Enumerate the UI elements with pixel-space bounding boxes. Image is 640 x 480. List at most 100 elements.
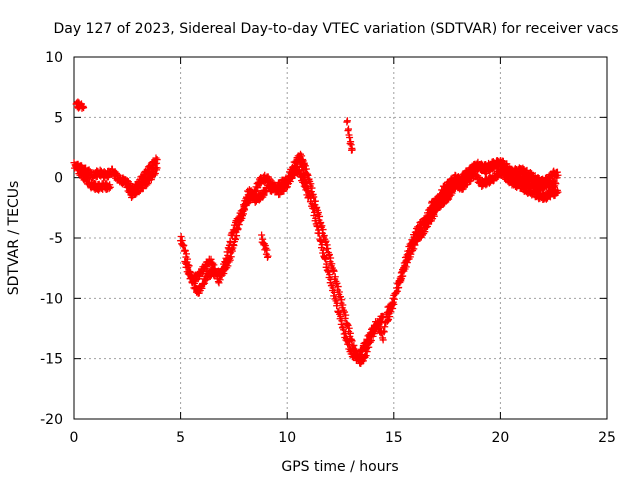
data-point <box>318 241 326 249</box>
data-point <box>313 222 321 230</box>
data-point <box>128 194 136 202</box>
data-point <box>341 329 349 337</box>
y-tick-label: 0 <box>54 171 63 187</box>
data-point <box>215 279 223 287</box>
data-point <box>247 187 255 195</box>
data-points <box>70 98 562 367</box>
data-point <box>316 212 324 220</box>
data-point <box>337 313 345 321</box>
data-point <box>393 287 401 295</box>
data-point <box>181 247 189 255</box>
data-point <box>330 267 338 275</box>
data-point <box>342 311 350 319</box>
data-point <box>409 247 417 255</box>
data-point <box>223 256 231 264</box>
data-point <box>387 308 395 316</box>
data-point <box>402 263 410 271</box>
data-point <box>256 180 264 188</box>
data-point <box>345 341 353 349</box>
data-point <box>309 205 317 213</box>
grid <box>74 57 607 419</box>
data-point <box>330 288 338 296</box>
data-point <box>338 296 346 304</box>
data-point <box>386 313 394 321</box>
data-segment <box>343 117 356 154</box>
data-point <box>474 172 482 180</box>
data-point <box>298 162 306 170</box>
data-point <box>348 146 356 154</box>
data-segment <box>422 157 560 231</box>
data-point <box>237 214 245 222</box>
data-point <box>231 235 239 243</box>
data-point <box>202 276 210 284</box>
data-point <box>139 185 147 193</box>
data-point <box>220 264 228 272</box>
data-point <box>150 171 158 179</box>
data-point <box>554 171 562 179</box>
data-point <box>493 174 501 182</box>
data-point <box>362 352 370 360</box>
x-tick-label: 20 <box>491 430 509 446</box>
data-point <box>345 324 353 332</box>
data-point <box>233 221 241 229</box>
y-tick-label: 5 <box>54 110 63 126</box>
data-point <box>338 317 346 325</box>
y-tick-label: -20 <box>40 412 63 428</box>
data-point <box>236 215 244 223</box>
data-point <box>224 262 232 270</box>
data-point <box>227 239 235 247</box>
data-point <box>227 253 235 261</box>
data-point <box>209 259 217 267</box>
data-point <box>210 261 218 269</box>
data-point <box>219 267 227 275</box>
data-segment <box>296 156 398 364</box>
data-point <box>79 169 87 177</box>
y-tick-label: -5 <box>49 231 63 247</box>
data-segment <box>72 98 88 112</box>
data-point <box>297 150 305 158</box>
data-point <box>184 264 192 272</box>
chart-title: Day 127 of 2023, Sidereal Day-to-day VTE… <box>53 21 618 37</box>
data-point <box>395 284 403 292</box>
data-point <box>135 188 143 196</box>
data-point <box>325 251 333 259</box>
data-point <box>368 330 376 338</box>
data-point <box>399 272 407 280</box>
data-point <box>477 160 485 168</box>
data-point <box>258 231 266 239</box>
data-point <box>437 193 445 201</box>
axis-ticks: 0 5 10 15 20 25 -20 -15 -10 -5 0 5 10 <box>40 50 616 446</box>
data-point <box>333 299 341 307</box>
data-point <box>125 182 133 190</box>
x-tick-label: 0 <box>70 430 79 446</box>
data-point <box>290 165 298 173</box>
plot-area: 0 5 10 15 20 25 -20 -15 -10 -5 0 5 10 <box>40 50 616 446</box>
data-point <box>263 246 271 254</box>
data-point <box>333 279 341 287</box>
data-point <box>329 284 337 292</box>
data-point <box>240 205 248 213</box>
data-point <box>231 226 239 234</box>
data-point <box>439 200 447 208</box>
x-tick-label: 5 <box>176 430 185 446</box>
y-axis-label: SDTVAR / TECUs <box>6 181 22 296</box>
data-point <box>443 185 451 193</box>
x-tick-label: 15 <box>385 430 403 446</box>
data-point <box>153 164 161 172</box>
data-point <box>177 232 185 240</box>
data-point <box>206 272 214 280</box>
x-axis-label: GPS time / hours <box>281 459 398 475</box>
data-point <box>421 228 429 236</box>
data-point <box>299 166 307 174</box>
data-point <box>248 188 256 196</box>
data-point <box>343 117 351 125</box>
data-point <box>323 260 331 268</box>
data-point <box>317 237 325 245</box>
data-segment <box>121 164 161 202</box>
data-point <box>344 125 352 133</box>
data-point <box>306 191 314 199</box>
data-point <box>461 182 469 190</box>
data-point <box>554 188 562 196</box>
data-point <box>303 179 311 187</box>
